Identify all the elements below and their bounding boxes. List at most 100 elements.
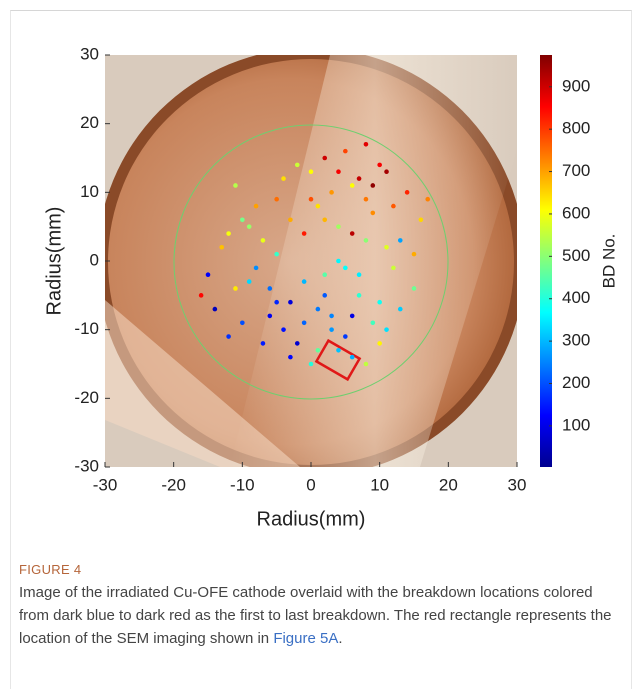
breakdown-point <box>370 183 376 188</box>
breakdown-point <box>260 341 266 346</box>
breakdown-point <box>281 327 286 332</box>
colorbar-tick-label: 100 <box>562 415 590 434</box>
figure-link[interactable]: Figure 5A <box>273 630 339 647</box>
x-tick-label: 10 <box>370 475 389 494</box>
breakdown-point <box>370 320 376 326</box>
x-tick-label: 20 <box>439 475 458 494</box>
breakdown-point <box>315 347 321 353</box>
breakdown-point <box>343 265 348 271</box>
y-tick-label: 0 <box>90 250 99 269</box>
colorbar-tick-label: 500 <box>562 246 590 265</box>
breakdown-point <box>377 341 382 346</box>
x-tick-label: 0 <box>306 475 315 494</box>
breakdown-point <box>363 238 369 243</box>
x-tick-label: -20 <box>161 475 186 494</box>
breakdown-point <box>329 327 334 332</box>
breakdown-point <box>240 217 245 223</box>
breakdown-point <box>377 162 382 168</box>
breakdown-point <box>322 293 328 298</box>
breakdown-point <box>349 231 355 236</box>
breakdown-point <box>370 210 376 216</box>
breakdown-point <box>288 217 293 223</box>
breakdown-point <box>288 299 293 305</box>
breakdown-point <box>336 347 341 353</box>
breakdown-point <box>281 176 286 181</box>
breakdown-point <box>274 196 279 202</box>
breakdown-point <box>343 334 348 339</box>
colorbar-tick-label: 300 <box>562 331 590 350</box>
breakdown-point <box>336 169 341 175</box>
breakdown-point <box>384 244 389 250</box>
y-tick-label: -20 <box>74 388 99 407</box>
breakdown-point <box>233 183 238 188</box>
x-tick-label: -30 <box>93 475 118 494</box>
breakdown-point <box>356 176 362 181</box>
breakdown-point <box>301 279 307 284</box>
chart: Radius(mm) Radius(mm) BD No. -30 -20 -10 0 1… <box>43 44 618 530</box>
breakdown-point <box>308 169 314 175</box>
breakdown-point <box>308 196 314 202</box>
colorbar-tick-label: 900 <box>562 76 590 95</box>
breakdown-point <box>267 286 273 291</box>
breakdown-point <box>274 251 279 257</box>
breakdown-point <box>343 148 348 154</box>
colorbar-tick-label: 600 <box>562 203 590 222</box>
breakdown-point <box>397 306 403 312</box>
breakdown-point <box>198 293 204 298</box>
breakdown-point <box>226 334 231 339</box>
colorbar <box>540 55 552 467</box>
breakdown-point <box>233 286 238 291</box>
breakdown-point <box>212 306 218 312</box>
breakdown-point <box>336 224 341 229</box>
breakdown-point <box>253 203 259 209</box>
breakdown-point <box>384 169 389 175</box>
breakdown-point <box>315 306 321 312</box>
breakdown-point <box>322 272 328 278</box>
breakdown-point <box>219 244 225 250</box>
breakdown-point <box>356 272 362 278</box>
breakdown-point <box>294 162 300 168</box>
breakdown-point <box>301 231 307 236</box>
caption-body: Image of the irradiated Cu-OFE cathode o… <box>19 584 612 647</box>
breakdown-point <box>349 313 355 319</box>
breakdown-point <box>363 196 369 202</box>
breakdown-point <box>246 224 252 229</box>
breakdown-point <box>329 313 334 319</box>
breakdown-point <box>349 183 355 188</box>
y-tick-label: 10 <box>80 182 99 201</box>
colorbar-tick-label: 200 <box>562 373 590 392</box>
breakdown-point <box>391 203 396 209</box>
breakdown-point <box>294 341 300 346</box>
breakdown-point <box>397 238 403 243</box>
caption: FIGURE 4 Image of the irradiated Cu-OFE … <box>19 558 619 650</box>
breakdown-point <box>363 141 369 147</box>
x-tick-label: -10 <box>230 475 255 494</box>
breakdown-point <box>322 217 328 223</box>
breakdown-point <box>274 299 279 305</box>
breakdown-point <box>260 238 266 243</box>
breakdown-point <box>308 361 314 367</box>
breakdown-point <box>288 354 293 360</box>
breakdown-point <box>404 190 410 195</box>
breakdown-point <box>377 299 382 305</box>
breakdown-point <box>240 320 245 326</box>
colorbar-title: BD No. <box>599 234 618 289</box>
y-tick-label: 20 <box>80 113 99 132</box>
y-tick-label: 30 <box>80 44 99 63</box>
breakdown-point <box>349 354 355 360</box>
breakdown-point <box>356 293 362 298</box>
breakdown-point <box>329 190 334 195</box>
breakdown-point <box>411 251 417 257</box>
figure-frame <box>10 10 632 689</box>
breakdown-point <box>226 231 231 236</box>
x-axis-title: Radius(mm) <box>257 508 366 530</box>
breakdown-point <box>384 327 389 332</box>
breakdown-point <box>253 265 259 271</box>
breakdown-point <box>425 196 431 202</box>
breakdown-point <box>391 265 396 271</box>
breakdown-point <box>411 286 417 291</box>
y-tick-label: -10 <box>74 319 99 338</box>
colorbar-tick-label: 800 <box>562 119 590 138</box>
breakdown-point <box>363 361 369 367</box>
